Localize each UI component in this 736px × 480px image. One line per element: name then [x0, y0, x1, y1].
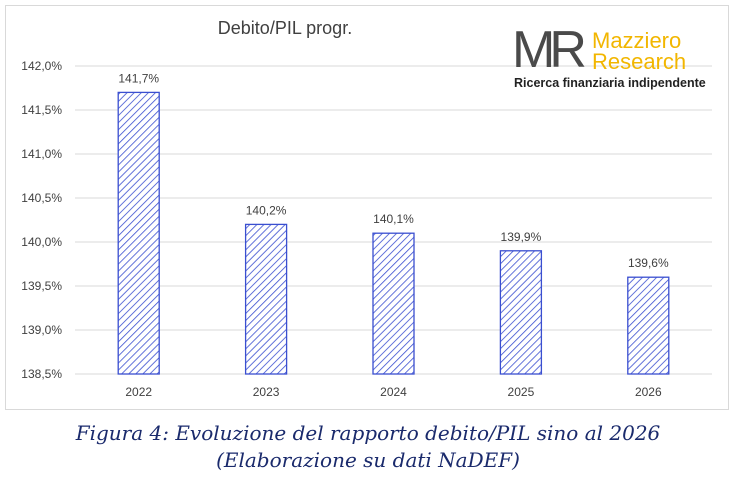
x-tick-label: 2023: [253, 385, 280, 399]
y-tick-label: 139,5%: [21, 279, 62, 293]
bar-2025: [499, 250, 543, 375]
bar-chart: 138,5% 139,0% 139,5% 140,0% 140,5% 141,0% 141,…: [21, 59, 712, 399]
logo-name: Mazziero Research: [592, 28, 687, 74]
x-tick-label: 2025: [508, 385, 535, 399]
caption-line-2: (Elaborazione su dati NaDEF): [216, 448, 520, 472]
x-tick-label: 2026: [635, 385, 662, 399]
figure-caption: Figura 4: Evoluzione del rapporto debito…: [0, 420, 736, 474]
y-tick-label: 141,0%: [21, 147, 62, 161]
bar-2024: [372, 232, 415, 375]
data-label: 139,6%: [628, 256, 669, 270]
x-tick-label: 2022: [125, 385, 152, 399]
bars: [117, 91, 670, 375]
bar-2026: [627, 276, 670, 375]
y-axis-ticks: 138,5% 139,0% 139,5% 140,0% 140,5% 141,0% 141,…: [21, 59, 62, 381]
bar-2022: [117, 91, 160, 375]
logo-name-line1: Mazziero: [592, 28, 682, 53]
chart-title: Debito/PIL progr.: [217, 18, 353, 38]
logo-mark: MR: [512, 21, 587, 79]
y-tick-label: 139,0%: [21, 323, 62, 337]
y-tick-label: 140,5%: [21, 191, 62, 205]
y-tick-label: 141,5%: [21, 103, 62, 117]
data-label: 140,2%: [246, 203, 287, 217]
x-tick-label: 2024: [380, 385, 407, 399]
caption-line-1: Figura 4: Evoluzione del rapporto debito…: [75, 421, 661, 445]
data-label: 141,7%: [118, 71, 159, 85]
gridlines: [75, 65, 712, 375]
x-axis-ticks: 2022 2023 2024 2025 2026: [125, 385, 662, 399]
mazziero-research-logo: MR Mazziero Research Ricerca finanziaria…: [512, 24, 722, 94]
y-tick-label: 138,5%: [21, 367, 62, 381]
logo-name-line2: Research: [592, 49, 687, 74]
data-label: 140,1%: [373, 212, 414, 226]
bar-2023: [244, 223, 288, 375]
logo-tagline: Ricerca finanziaria indipendente: [514, 76, 706, 90]
y-tick-label: 140,0%: [21, 235, 62, 249]
y-tick-label: 142,0%: [21, 59, 62, 73]
data-label: 139,9%: [501, 230, 542, 244]
data-labels: 141,7% 140,2% 140,1% 139,9% 139,6%: [118, 71, 669, 270]
